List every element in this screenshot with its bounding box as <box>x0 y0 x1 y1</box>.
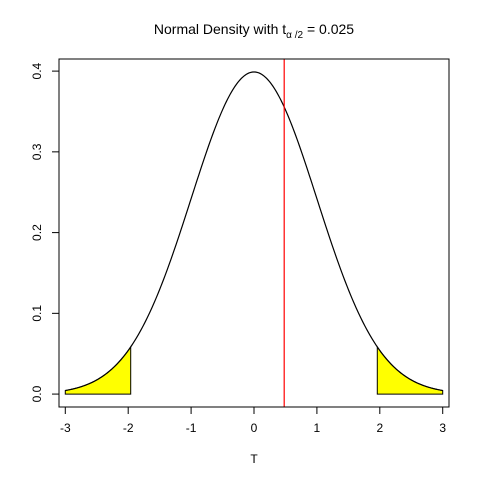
y-tick-label: 0.2 <box>30 224 44 241</box>
x-tick-label: 0 <box>251 421 258 435</box>
y-tick-label: 0.3 <box>30 143 44 160</box>
shaded-tail-right <box>376 345 444 395</box>
density-curve <box>65 71 443 392</box>
shaded-tail-left <box>64 345 132 395</box>
y-axis: 0.0 0.1 0.2 0.3 0.4 <box>30 62 60 402</box>
chart-title: Normal Density with tα /2 = 0.025 <box>154 21 354 41</box>
x-tick-label: -2 <box>123 421 134 435</box>
plot-box <box>58 58 450 408</box>
x-tick-label: 1 <box>314 421 321 435</box>
density-curve-group <box>65 71 443 392</box>
x-axis: -3 -2 -1 0 1 2 3 <box>60 406 446 435</box>
y-tick-label: 0.1 <box>30 305 44 322</box>
x-tick-label: 2 <box>376 421 383 435</box>
x-axis-title: T <box>250 452 258 466</box>
chart-title-prefix: Normal Density with t <box>154 21 286 37</box>
x-tick-label: 3 <box>439 421 446 435</box>
chart-title-subscript: α /2 <box>286 30 303 41</box>
y-tick-label: 0.4 <box>30 62 44 79</box>
y-tick-label: 0.0 <box>30 385 44 402</box>
shaded-tail-regions <box>64 345 444 395</box>
x-tick-label: -3 <box>60 421 71 435</box>
x-tick-label: -1 <box>186 421 197 435</box>
chart-title-suffix: = 0.025 <box>303 21 354 37</box>
